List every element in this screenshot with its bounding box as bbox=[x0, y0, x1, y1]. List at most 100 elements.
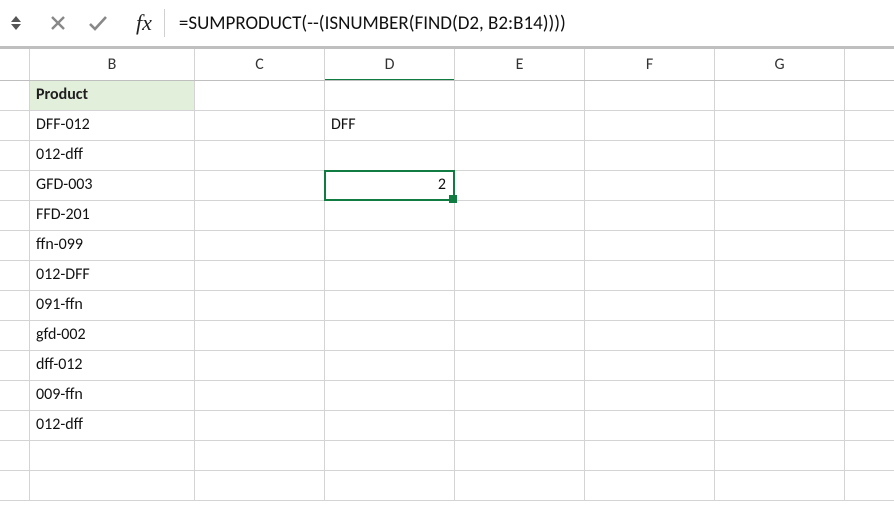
cell-B11[interactable]: 009-ffn bbox=[30, 381, 195, 410]
col-header-E[interactable]: E bbox=[455, 49, 585, 80]
cell-G7[interactable] bbox=[715, 261, 845, 290]
cell-G5[interactable] bbox=[715, 201, 845, 230]
cell-C10[interactable] bbox=[195, 351, 325, 380]
cell-F2[interactable] bbox=[585, 111, 715, 140]
cell-C5[interactable] bbox=[195, 201, 325, 230]
cell-F7[interactable] bbox=[585, 261, 715, 290]
cell-E8[interactable] bbox=[455, 291, 585, 320]
row-header[interactable] bbox=[0, 441, 30, 470]
cell-F3[interactable] bbox=[585, 141, 715, 170]
cell-B4[interactable]: GFD-003 bbox=[30, 171, 195, 200]
cell-E11[interactable] bbox=[455, 381, 585, 410]
cell-B7[interactable]: 012-DFF bbox=[30, 261, 195, 290]
col-header-G[interactable]: G bbox=[715, 49, 845, 80]
cell-F9[interactable] bbox=[585, 321, 715, 350]
cell-E13[interactable] bbox=[455, 441, 585, 470]
col-header-D[interactable]: D bbox=[325, 49, 455, 80]
cell-E2[interactable] bbox=[455, 111, 585, 140]
cell-C4[interactable] bbox=[195, 171, 325, 200]
row-header[interactable] bbox=[0, 321, 30, 350]
row-header[interactable] bbox=[0, 261, 30, 290]
cell-E5[interactable] bbox=[455, 201, 585, 230]
cell-C14[interactable] bbox=[195, 471, 325, 500]
cell-D8[interactable] bbox=[325, 291, 455, 320]
cell-G1[interactable] bbox=[715, 81, 845, 110]
cell-E3[interactable] bbox=[455, 141, 585, 170]
col-header-C[interactable]: C bbox=[195, 49, 325, 80]
cell-E10[interactable] bbox=[455, 351, 585, 380]
cell-F6[interactable] bbox=[585, 231, 715, 260]
cell-G9[interactable] bbox=[715, 321, 845, 350]
cell-G6[interactable] bbox=[715, 231, 845, 260]
cell-E12[interactable] bbox=[455, 411, 585, 440]
cell-D3[interactable] bbox=[325, 141, 455, 170]
cell-F4[interactable] bbox=[585, 171, 715, 200]
cell-F12[interactable] bbox=[585, 411, 715, 440]
cancel-button[interactable] bbox=[44, 9, 72, 37]
cell-B9[interactable]: gfd-002 bbox=[30, 321, 195, 350]
cell-B3[interactable]: 012-dff bbox=[30, 141, 195, 170]
cell-D4[interactable]: 2 bbox=[325, 171, 455, 200]
row-header[interactable] bbox=[0, 411, 30, 440]
row-header[interactable] bbox=[0, 471, 30, 500]
row-header[interactable] bbox=[0, 291, 30, 320]
cell-F8[interactable] bbox=[585, 291, 715, 320]
cell-G14[interactable] bbox=[715, 471, 845, 500]
fx-label[interactable]: fx bbox=[136, 10, 152, 36]
cell-C11[interactable] bbox=[195, 381, 325, 410]
cell-D6[interactable] bbox=[325, 231, 455, 260]
cell-D10[interactable] bbox=[325, 351, 455, 380]
cell-D12[interactable] bbox=[325, 411, 455, 440]
cell-D1[interactable] bbox=[325, 81, 455, 110]
cell-D2[interactable]: DFF bbox=[325, 111, 455, 140]
row-header[interactable] bbox=[0, 351, 30, 380]
cell-C3[interactable] bbox=[195, 141, 325, 170]
cell-C2[interactable] bbox=[195, 111, 325, 140]
row-header[interactable] bbox=[0, 81, 30, 110]
cell-D9[interactable] bbox=[325, 321, 455, 350]
cell-G13[interactable] bbox=[715, 441, 845, 470]
row-header[interactable] bbox=[0, 171, 30, 200]
name-box-spinner[interactable] bbox=[6, 15, 26, 31]
cell-E1[interactable] bbox=[455, 81, 585, 110]
cell-E9[interactable] bbox=[455, 321, 585, 350]
cell-G3[interactable] bbox=[715, 141, 845, 170]
cell-B6[interactable]: ffn-099 bbox=[30, 231, 195, 260]
cell-E14[interactable] bbox=[455, 471, 585, 500]
spreadsheet-grid[interactable]: B C D E F G Product DFF-012 DFF 012-dff bbox=[0, 48, 894, 501]
cell-G8[interactable] bbox=[715, 291, 845, 320]
row-header[interactable] bbox=[0, 111, 30, 140]
cell-G12[interactable] bbox=[715, 411, 845, 440]
cell-B12[interactable]: 012-dff bbox=[30, 411, 195, 440]
cell-E4[interactable] bbox=[455, 171, 585, 200]
cell-B1[interactable]: Product bbox=[30, 81, 195, 110]
cell-F14[interactable] bbox=[585, 471, 715, 500]
cell-C8[interactable] bbox=[195, 291, 325, 320]
row-header[interactable] bbox=[0, 141, 30, 170]
cell-D13[interactable] bbox=[325, 441, 455, 470]
cell-C1[interactable] bbox=[195, 81, 325, 110]
row-header[interactable] bbox=[0, 231, 30, 260]
col-header-B[interactable]: B bbox=[30, 49, 195, 80]
cell-F1[interactable] bbox=[585, 81, 715, 110]
select-all-corner[interactable] bbox=[0, 49, 30, 80]
cell-G10[interactable] bbox=[715, 351, 845, 380]
cell-F10[interactable] bbox=[585, 351, 715, 380]
row-header[interactable] bbox=[0, 381, 30, 410]
cell-D14[interactable] bbox=[325, 471, 455, 500]
row-header[interactable] bbox=[0, 201, 30, 230]
cell-F13[interactable] bbox=[585, 441, 715, 470]
cell-C9[interactable] bbox=[195, 321, 325, 350]
cell-B5[interactable]: FFD-201 bbox=[30, 201, 195, 230]
cell-G11[interactable] bbox=[715, 381, 845, 410]
cell-D5[interactable] bbox=[325, 201, 455, 230]
col-header-F[interactable]: F bbox=[585, 49, 715, 80]
cell-C13[interactable] bbox=[195, 441, 325, 470]
cell-B14[interactable] bbox=[30, 471, 195, 500]
cell-C6[interactable] bbox=[195, 231, 325, 260]
cell-F11[interactable] bbox=[585, 381, 715, 410]
cell-B8[interactable]: 091-ffn bbox=[30, 291, 195, 320]
cell-E6[interactable] bbox=[455, 231, 585, 260]
cell-D11[interactable] bbox=[325, 381, 455, 410]
cell-G4[interactable] bbox=[715, 171, 845, 200]
